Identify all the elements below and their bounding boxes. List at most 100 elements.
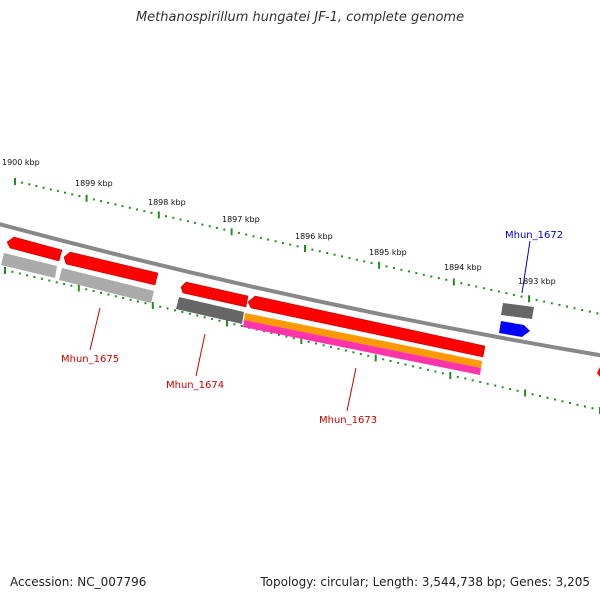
ruler-minor-tick	[307, 340, 310, 343]
ruler-minor-tick	[223, 228, 226, 231]
ruler-minor-tick	[326, 252, 329, 254]
ruler-minor-tick	[201, 223, 204, 226]
ruler-minor-tick	[516, 389, 519, 392]
ruler-minor-tick	[56, 190, 59, 193]
ruler-minor-tick	[281, 242, 284, 244]
ruler-minor-tick	[419, 367, 422, 369]
feature-mhun1672-gene[interactable]	[501, 303, 534, 319]
feature-mhun1673-pink[interactable]	[243, 320, 481, 375]
ruler-major-tick	[4, 267, 6, 274]
ruler-minor-tick	[277, 333, 280, 336]
ruler-minor-tick	[122, 297, 125, 299]
ruler-major-tick	[226, 319, 228, 327]
ruler-minor-tick	[240, 325, 243, 327]
feature-mhun1674-gene[interactable]	[176, 297, 244, 324]
ruler-minor-tick	[233, 323, 236, 326]
ruler-minor-tick	[561, 400, 564, 403]
ruler-minor-tick	[33, 276, 36, 278]
feature-mhun1673-misc[interactable]	[244, 313, 482, 368]
ruler-minor-tick	[21, 181, 24, 184]
ruler-minor-tick	[48, 279, 51, 282]
ruler-minor-tick	[137, 300, 139, 303]
ruler-minor-tick	[412, 365, 414, 368]
ruler-minor-tick	[543, 300, 546, 303]
ruler-minor-tick	[292, 337, 295, 340]
ruler-major-tick	[85, 194, 88, 202]
ruler-minor-tick	[35, 185, 38, 187]
ruler-minor-tick	[581, 309, 584, 311]
feature-mhun1674-cds[interactable]	[180, 281, 249, 308]
ruler-minor-tick	[588, 310, 591, 313]
ruler-minor-tick	[355, 258, 358, 261]
ruler-minor-tick	[70, 284, 73, 287]
ruler-minor-tick	[252, 235, 255, 238]
ruler-minor-tick	[245, 233, 248, 236]
ruler-minor-tick	[92, 198, 95, 201]
ruler-minor-tick	[591, 407, 594, 410]
ruler-major-tick	[304, 245, 306, 252]
ruler-minor-tick	[434, 370, 437, 373]
ruler-minor-tick	[129, 298, 132, 301]
feature-mhun1675-cds[interactable]	[6, 236, 159, 286]
ruler-minor-tick	[172, 216, 175, 219]
ruler-major-tick	[452, 278, 455, 286]
ruler-major-tick	[378, 261, 381, 269]
ruler-minor-tick	[426, 368, 429, 371]
ruler-minor-tick	[352, 351, 355, 354]
ruler-minor-tick	[311, 248, 314, 251]
gene-label-mhun1673[interactable]: Mhun_1673	[319, 415, 377, 426]
ruler-minor-tick	[78, 195, 81, 198]
ruler-minor-tick	[179, 218, 182, 221]
ruler-major-tick	[230, 228, 233, 236]
ruler-minor-tick	[333, 253, 336, 256]
ruler-minor-tick	[509, 388, 512, 390]
ruler-minor-tick	[363, 260, 366, 263]
ruler-minor-tick	[460, 282, 463, 285]
ruler-minor-tick	[203, 316, 206, 319]
feature-edge-cds[interactable]	[597, 367, 600, 377]
ruler-minor-tick	[296, 245, 299, 248]
ruler-minor-tick	[318, 250, 321, 253]
ruler-major-tick	[151, 302, 154, 309]
ruler-minor-tick	[497, 290, 500, 293]
gene-label-mhun1674[interactable]: Mhun_1674	[166, 380, 224, 391]
ruler-minor-tick	[26, 274, 29, 277]
ruler-minor-tick	[71, 193, 74, 196]
ruler-minor-tick	[337, 347, 340, 350]
ruler-minor-tick	[181, 311, 184, 313]
genome-info-text: Topology: circular; Length: 3,544,738 bp…	[260, 575, 590, 589]
ruler-minor-tick	[550, 302, 553, 305]
ruler-minor-tick	[330, 346, 332, 348]
gene-label-mhun1675[interactable]: Mhun_1675	[61, 354, 119, 365]
ruler-minor-tick	[441, 372, 444, 375]
ruler-minor-tick	[397, 361, 400, 364]
ruler-minor-tick	[107, 201, 110, 204]
feature-mhun1675-gene[interactable]	[1, 253, 154, 303]
feature-mhun1673-cds[interactable]	[247, 295, 486, 358]
gene-label-mhun1672[interactable]: Mhun_1672	[505, 230, 563, 241]
feature-mhun1672-cds[interactable]	[499, 321, 530, 337]
ruler-minor-tick	[144, 302, 147, 305]
ruler-minor-tick	[186, 220, 189, 223]
ruler-minor-tick	[348, 257, 351, 260]
ruler-minor-tick	[150, 211, 153, 214]
ruler-minor-tick	[341, 255, 343, 258]
ruler-minor-tick	[128, 206, 131, 209]
ruler-minor-tick	[501, 386, 504, 389]
ruler-minor-tick	[576, 403, 579, 406]
ruler-minor-tick	[194, 221, 197, 224]
ruler-major-tick	[524, 389, 527, 397]
ruler-minor-tick	[42, 186, 45, 189]
ruler-minor-tick	[136, 208, 138, 211]
ruler-minor-tick	[566, 305, 568, 308]
ruler-minor-tick	[531, 393, 534, 396]
ruler-minor-tick	[63, 283, 66, 285]
ruler-major-tick	[528, 295, 531, 303]
ruler-minor-tick	[382, 358, 385, 361]
ruler-minor-tick	[18, 272, 21, 275]
tick-label-1895: 1895 kbp	[369, 248, 407, 257]
ruler-minor-tick	[100, 291, 102, 294]
ruler-minor-tick	[263, 330, 266, 333]
ruler-minor-tick	[143, 210, 146, 213]
